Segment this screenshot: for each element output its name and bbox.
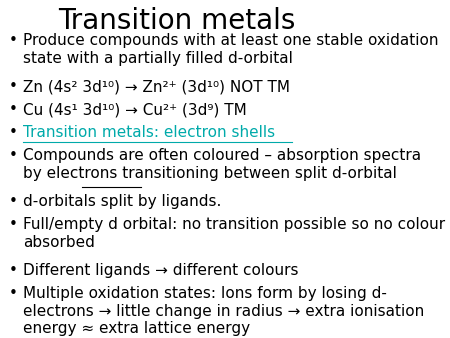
Text: •: • <box>9 194 18 209</box>
Text: Transition metals: electron shells: Transition metals: electron shells <box>23 125 275 140</box>
Text: •: • <box>9 217 18 232</box>
Text: •: • <box>9 102 18 117</box>
Text: Different ligands → different colours: Different ligands → different colours <box>23 263 298 278</box>
Text: Multiple oxidation states: Ions form by losing d-
electrons → little change in r: Multiple oxidation states: Ions form by … <box>23 286 424 336</box>
Text: d-orbitals split by ligands.: d-orbitals split by ligands. <box>23 194 221 209</box>
Text: •: • <box>9 33 18 48</box>
Text: •: • <box>9 79 18 94</box>
Text: •: • <box>9 148 18 163</box>
Text: •: • <box>9 286 18 301</box>
Text: Cu (4s¹ 3d¹⁰) → Cu²⁺ (3d⁹) TM: Cu (4s¹ 3d¹⁰) → Cu²⁺ (3d⁹) TM <box>23 102 247 117</box>
Text: Zn (4s² 3d¹⁰) → Zn²⁺ (3d¹⁰) NOT TM: Zn (4s² 3d¹⁰) → Zn²⁺ (3d¹⁰) NOT TM <box>23 79 290 94</box>
Text: Produce compounds with at least one stable oxidation
state with a partially fill: Produce compounds with at least one stab… <box>23 33 438 66</box>
Text: •: • <box>9 263 18 278</box>
Text: •: • <box>9 125 18 140</box>
Text: Transition metals: Transition metals <box>58 7 296 35</box>
Text: Compounds are often coloured – absorption spectra
by electrons transitioning bet: Compounds are often coloured – absorptio… <box>23 148 421 180</box>
Text: Full/empty d orbital: no transition possible so no colour
absorbed: Full/empty d orbital: no transition poss… <box>23 217 445 249</box>
